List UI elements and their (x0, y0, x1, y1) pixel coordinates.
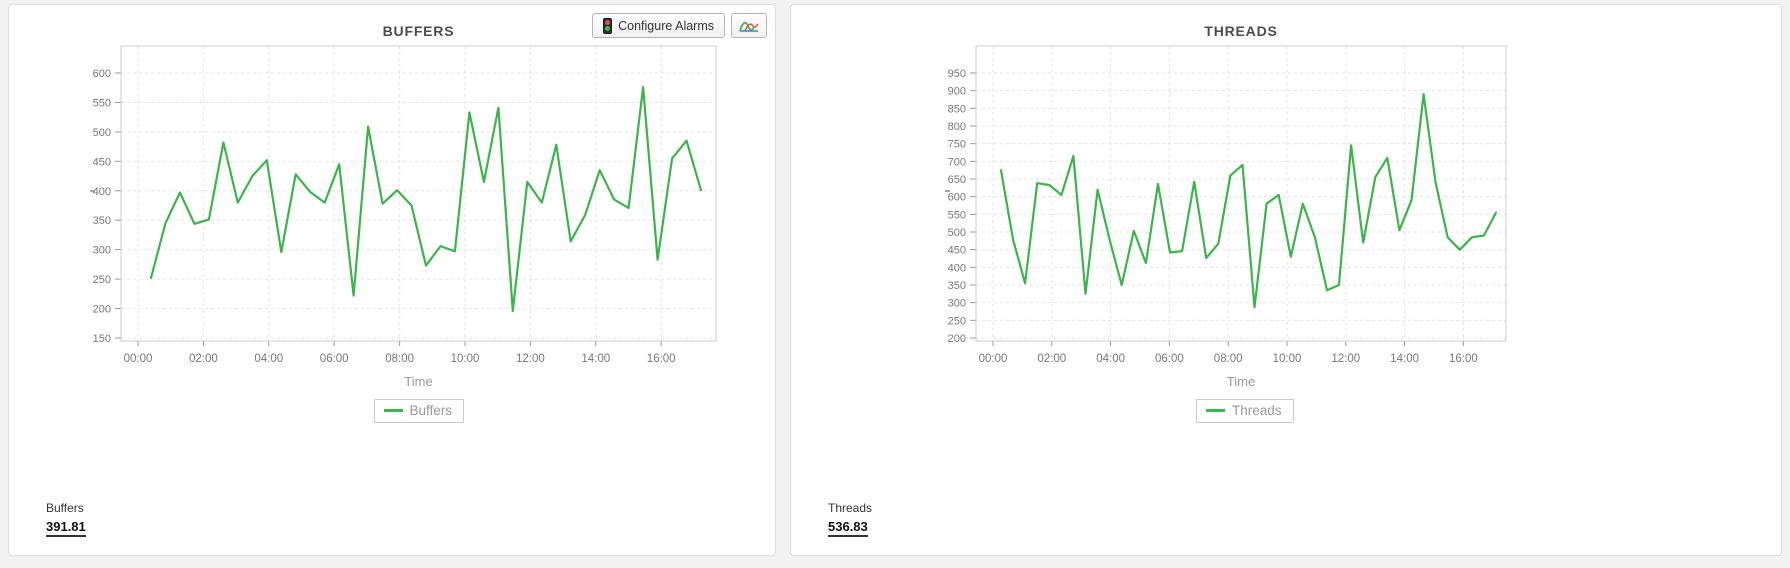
y-tick-label: 600 (948, 192, 966, 204)
plot-border (120, 45, 717, 342)
stat-value[interactable]: 536.83 (828, 519, 868, 537)
stat-value[interactable]: 391.81 (46, 519, 86, 537)
x-tick-label: 16:00 (1449, 353, 1478, 365)
buffers-legend[interactable]: Buffers (373, 399, 465, 423)
y-tick-label: 700 (948, 156, 966, 168)
x-tick-label: 02:00 (1037, 353, 1066, 365)
x-tick-label: 06:00 (320, 353, 349, 365)
threads-stat-block: Threads 536.83 (828, 501, 872, 537)
y-tick-label: 250 (948, 315, 966, 327)
x-tick-label: 00:00 (979, 353, 1008, 365)
x-tick-label: 14:00 (1390, 353, 1419, 365)
y-tick-label: 550 (948, 209, 966, 221)
y-tick-label: 300 (93, 245, 111, 257)
plot-border (975, 45, 1507, 342)
series-line (999, 93, 1498, 309)
y-tick-label: 950 (948, 68, 966, 80)
x-tick-label: 10:00 (1273, 353, 1302, 365)
x-tick-label: 12:00 (516, 353, 545, 365)
y-tick-label: 800 (948, 121, 966, 133)
x-tick-label: 16:00 (647, 353, 676, 365)
y-tick-label: 150 (93, 333, 111, 345)
x-tick-label: 12:00 (1331, 353, 1360, 365)
chart-title: BUFFERS (383, 23, 455, 39)
x-tick-label: 02:00 (189, 353, 218, 365)
buffers-stat-block: Buffers 391.81 (46, 501, 86, 537)
compare-graphs-button[interactable] (731, 13, 767, 38)
traffic-light-icon (603, 17, 613, 34)
chart-title: THREADS (1204, 23, 1277, 39)
series-line (149, 85, 703, 312)
y-tick-label: 350 (948, 280, 966, 292)
legend-label: Buffers (409, 403, 453, 418)
threads-chart: THREADS 200 250 300 350 400 450 500 550 600 650 700… (945, 23, 1507, 389)
x-axis-label: Time (404, 374, 432, 389)
y-tick-label: 500 (948, 227, 966, 239)
y-tick-label: 400 (93, 186, 111, 198)
x-axis-label: Time (1227, 374, 1255, 389)
y-tick-label: 200 (93, 304, 111, 316)
y-tick-label: 500 (93, 127, 111, 139)
y-tick-label: 200 (948, 333, 966, 345)
legend-line-swatch (383, 409, 403, 412)
x-tick-label: 10:00 (451, 353, 480, 365)
compare-graphs-icon (739, 21, 759, 32)
y-tick-label: 550 (93, 97, 111, 109)
y-tick-label: 350 (93, 215, 111, 227)
panel-actions: Configure Alarms (592, 13, 767, 38)
x-tick-label: 00:00 (124, 353, 153, 365)
stat-label: Threads (828, 501, 873, 515)
y-tick-label: 450 (948, 245, 966, 257)
threads-panel: THREADS 200 250 300 350 400 450 500 550 600 650 700… (790, 4, 1782, 556)
y-tick-label: 300 (948, 298, 966, 310)
configure-alarms-label: Configure Alarms (618, 18, 714, 33)
y-tick-label: 850 (948, 103, 966, 115)
x-tick-label: 06:00 (1155, 353, 1184, 365)
stat-label: Buffers (46, 501, 84, 515)
legend-label: Threads (1232, 403, 1282, 418)
buffers-panel: Configure Alarms BUFFERS 150 200 250 300 350 4… (8, 4, 776, 556)
x-tick-label: 14:00 (581, 353, 610, 365)
x-tick-label: 08:00 (385, 353, 414, 365)
configure-alarms-button[interactable]: Configure Alarms (592, 13, 725, 38)
x-tick-label: 04:00 (254, 353, 283, 365)
legend-line-swatch (1206, 409, 1225, 412)
buffers-chart: BUFFERS 150 200 250 300 350 400 450 500 550 600 00:… (90, 23, 717, 389)
y-tick-label: 600 (93, 68, 111, 80)
y-tick-label: 900 (948, 86, 966, 98)
threads-legend[interactable]: Threads (1196, 399, 1294, 423)
y-tick-label: 650 (948, 174, 966, 186)
y-tick-label: 750 (948, 139, 966, 151)
x-tick-label: 08:00 (1214, 353, 1243, 365)
y-tick-label: 450 (93, 156, 111, 168)
y-tick-label: 250 (93, 274, 111, 286)
y-tick-label: 400 (948, 262, 966, 274)
x-tick-label: 04:00 (1096, 353, 1125, 365)
